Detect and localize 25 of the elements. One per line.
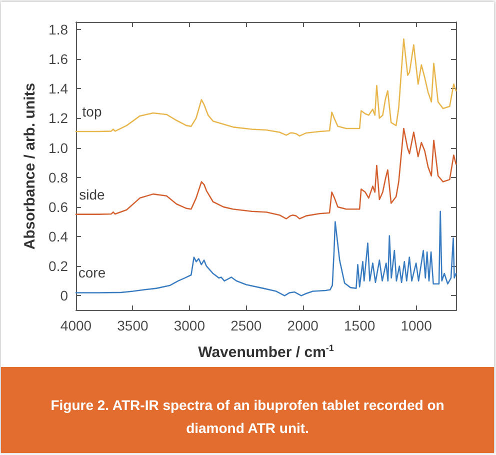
y-tick-label: 1.4 <box>48 80 68 97</box>
y-tick-label: 0.8 <box>48 169 68 186</box>
y-tick-label: 0.4 <box>48 228 68 245</box>
series-label: core <box>78 264 106 281</box>
y-tick-label: 0.6 <box>48 198 68 215</box>
caption: Figure 2. ATR-IR spectra of an ibuprofen tablet recorded on diamond ATR unit. <box>50 396 446 438</box>
line-series <box>75 210 457 296</box>
series-label: side <box>79 186 106 202</box>
y-tick-label: 0 <box>60 288 68 304</box>
y-tick-label: 1.8 <box>48 21 68 38</box>
y-tick-label: 0.2 <box>48 258 68 274</box>
y-tick-label: 1.0 <box>48 140 68 156</box>
x-tick-label: 1000 <box>400 318 432 334</box>
line-series <box>75 128 457 220</box>
y-tick-label: 1.2 <box>48 110 68 126</box>
x-tick-label: 4000 <box>60 318 92 334</box>
x-tick-label: 2000 <box>287 318 319 334</box>
y-axis-title: Absorbance / arb. units <box>22 82 39 250</box>
series-label: top <box>82 103 102 120</box>
x-tick-label: 3500 <box>117 318 148 334</box>
x-tick-label: 3000 <box>174 318 206 334</box>
y-tick-label: 1.6 <box>48 50 68 67</box>
x-tick-label: 1500 <box>344 318 376 334</box>
x-tick-label: 2500 <box>230 318 262 334</box>
line-series <box>75 38 457 137</box>
